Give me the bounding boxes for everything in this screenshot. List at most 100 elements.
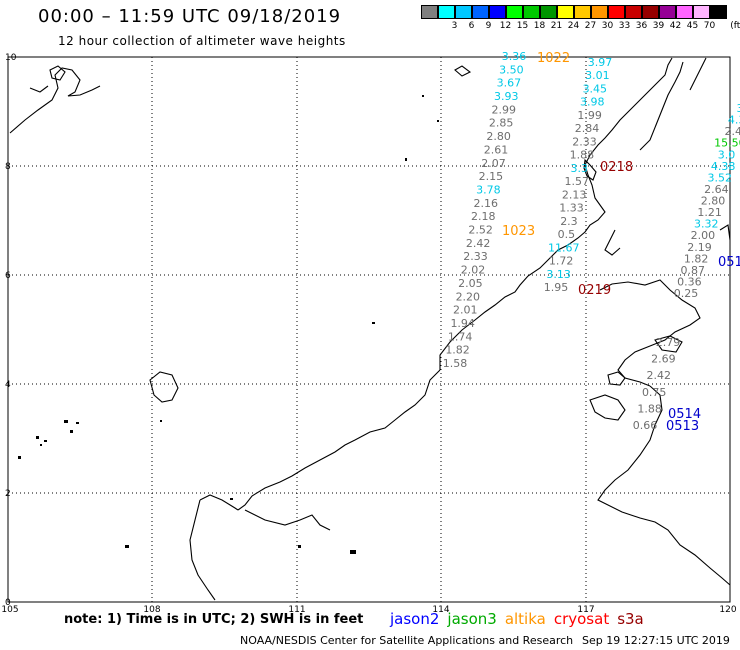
- legend-label: 18: [533, 21, 546, 31]
- x-tick-label: 111: [288, 605, 305, 615]
- legend-label: 3: [451, 21, 458, 31]
- wave-height-value: 2.61: [484, 143, 509, 156]
- map-frame: [7, 56, 731, 603]
- wave-height-value: 2.64: [704, 183, 729, 196]
- pass-time-label: 0218: [600, 160, 633, 175]
- satellite-name: jason2: [390, 610, 440, 628]
- legend-label: 33: [618, 21, 631, 31]
- wave-height-value: 2.80: [486, 130, 511, 143]
- pass-time-label: 051: [718, 255, 740, 270]
- y-tick-label: 10: [5, 53, 17, 63]
- pass-time-label: 0513: [666, 419, 699, 434]
- legend-swatch: [608, 5, 625, 19]
- coastline: [9, 57, 731, 601]
- wave-height-value: 1.94: [450, 317, 475, 330]
- pass-time-label: 1023: [502, 224, 535, 239]
- wave-height-value: 1.88: [637, 402, 662, 415]
- y-tick-label: 8: [5, 162, 11, 172]
- wave-height-value: 2.84: [575, 122, 600, 135]
- legend-swatch: [523, 5, 540, 19]
- wave-height-value: 3.45: [583, 82, 608, 95]
- legend-label: 9: [485, 21, 492, 31]
- wave-height-value: 3.3: [571, 162, 589, 175]
- y-tick-label: 4: [5, 380, 11, 390]
- wave-height-value: 4.3: [728, 114, 740, 127]
- generation-timestamp: Sep 19 12:27:15 UTC 2019: [582, 634, 730, 647]
- wave-height-value: 2.42: [647, 369, 672, 382]
- chart-title: 00:00 – 11:59 UTC 09/18/2019: [38, 6, 342, 27]
- wave-height-value: 1.58: [443, 357, 468, 370]
- wave-height-value: 2.16: [474, 197, 499, 210]
- wave-height-value: 1.21: [697, 206, 722, 219]
- wave-height-value: 0.66: [633, 419, 658, 432]
- wave-height-value: 2.05: [458, 277, 483, 290]
- wave-height-value: 0.25: [674, 287, 699, 300]
- legend-swatch: [540, 5, 557, 19]
- wave-height-value: 0.5: [558, 228, 576, 241]
- wave-height-value: 2.13: [562, 188, 587, 201]
- legend-label: 24: [567, 21, 580, 31]
- wave-height-value: 3.67: [497, 77, 522, 90]
- chart-subtitle: 12 hour collection of altimeter wave hei…: [58, 34, 346, 48]
- x-tick-label: 108: [143, 605, 160, 615]
- wave-height-value: 2.4: [725, 125, 740, 138]
- wave-height-value: 1.95: [544, 281, 569, 294]
- wave-height-value: 3: [737, 102, 740, 115]
- wave-height-value: 1.74: [448, 330, 473, 343]
- legend-swatch: [421, 5, 438, 19]
- wave-height-value: 2.80: [701, 195, 726, 208]
- legend-label: 30: [601, 21, 614, 31]
- legend-label: 27: [584, 21, 597, 31]
- grid-lines: [8, 57, 730, 602]
- legend-swatch: [676, 5, 693, 19]
- satellite-name: altika: [504, 610, 546, 628]
- legend-swatch: [489, 5, 506, 19]
- wave-height-value: 3.78: [476, 183, 501, 196]
- wave-height-value: 1.33: [559, 202, 584, 215]
- legend-swatch: [506, 5, 523, 19]
- legend-label: 39: [652, 21, 665, 31]
- x-tick-label: 117: [577, 605, 594, 615]
- credit-line: NOAA/NESDIS Center for Satellite Applica…: [240, 634, 574, 647]
- wave-height-value: 2.69: [651, 353, 676, 366]
- wave-height-value: 2.01: [453, 304, 478, 317]
- wave-height-value: 2.15: [479, 170, 504, 183]
- wave-height-value: 3.01: [585, 69, 610, 82]
- legend-label: 21: [550, 21, 563, 31]
- wave-height-value: 2.85: [489, 117, 514, 130]
- wave-height-value: 2.33: [572, 135, 597, 148]
- wave-height-value: 3.0: [718, 148, 736, 161]
- wave-height-value: 1.82: [684, 252, 709, 265]
- legend-swatch: [455, 5, 472, 19]
- wave-height-value: 3.97: [588, 56, 613, 69]
- wave-height-value: 2.00: [691, 229, 716, 242]
- wave-height-value: 2.42: [466, 237, 491, 250]
- legend-label: 12: [499, 21, 512, 31]
- satellite-key: jason2 jason3 altika cryosat s3a: [390, 610, 652, 628]
- legend-swatch: [659, 5, 676, 19]
- legend-label: 15: [516, 21, 529, 31]
- wave-height-value: 2.99: [491, 103, 516, 116]
- wave-height-value: 1.99: [577, 109, 602, 122]
- small-islands: [18, 95, 439, 554]
- wave-height-value: 1.72: [549, 255, 574, 268]
- legend-swatch: [591, 5, 608, 19]
- legend-label: 70: [703, 21, 716, 31]
- wave-height-value: 2.33: [463, 250, 488, 263]
- legend-label: 6: [468, 21, 475, 31]
- wave-height-value: 3.13: [546, 268, 571, 281]
- y-tick-label: 6: [5, 271, 11, 281]
- wave-height-value: 1.57: [564, 175, 589, 188]
- wave-height-value: 3.50: [499, 63, 524, 76]
- wave-height-value: 0.87: [681, 264, 706, 277]
- wave-height-value: 1.82: [445, 344, 470, 357]
- x-tick-label: 120: [719, 605, 736, 615]
- wave-height-value: 0.75: [642, 386, 667, 399]
- legend-swatch: [438, 5, 455, 19]
- legend-swatch: [574, 5, 591, 19]
- x-tick-label: 105: [1, 605, 18, 615]
- wave-height-value: 3.93: [494, 90, 519, 103]
- satellite-name: cryosat: [553, 610, 610, 628]
